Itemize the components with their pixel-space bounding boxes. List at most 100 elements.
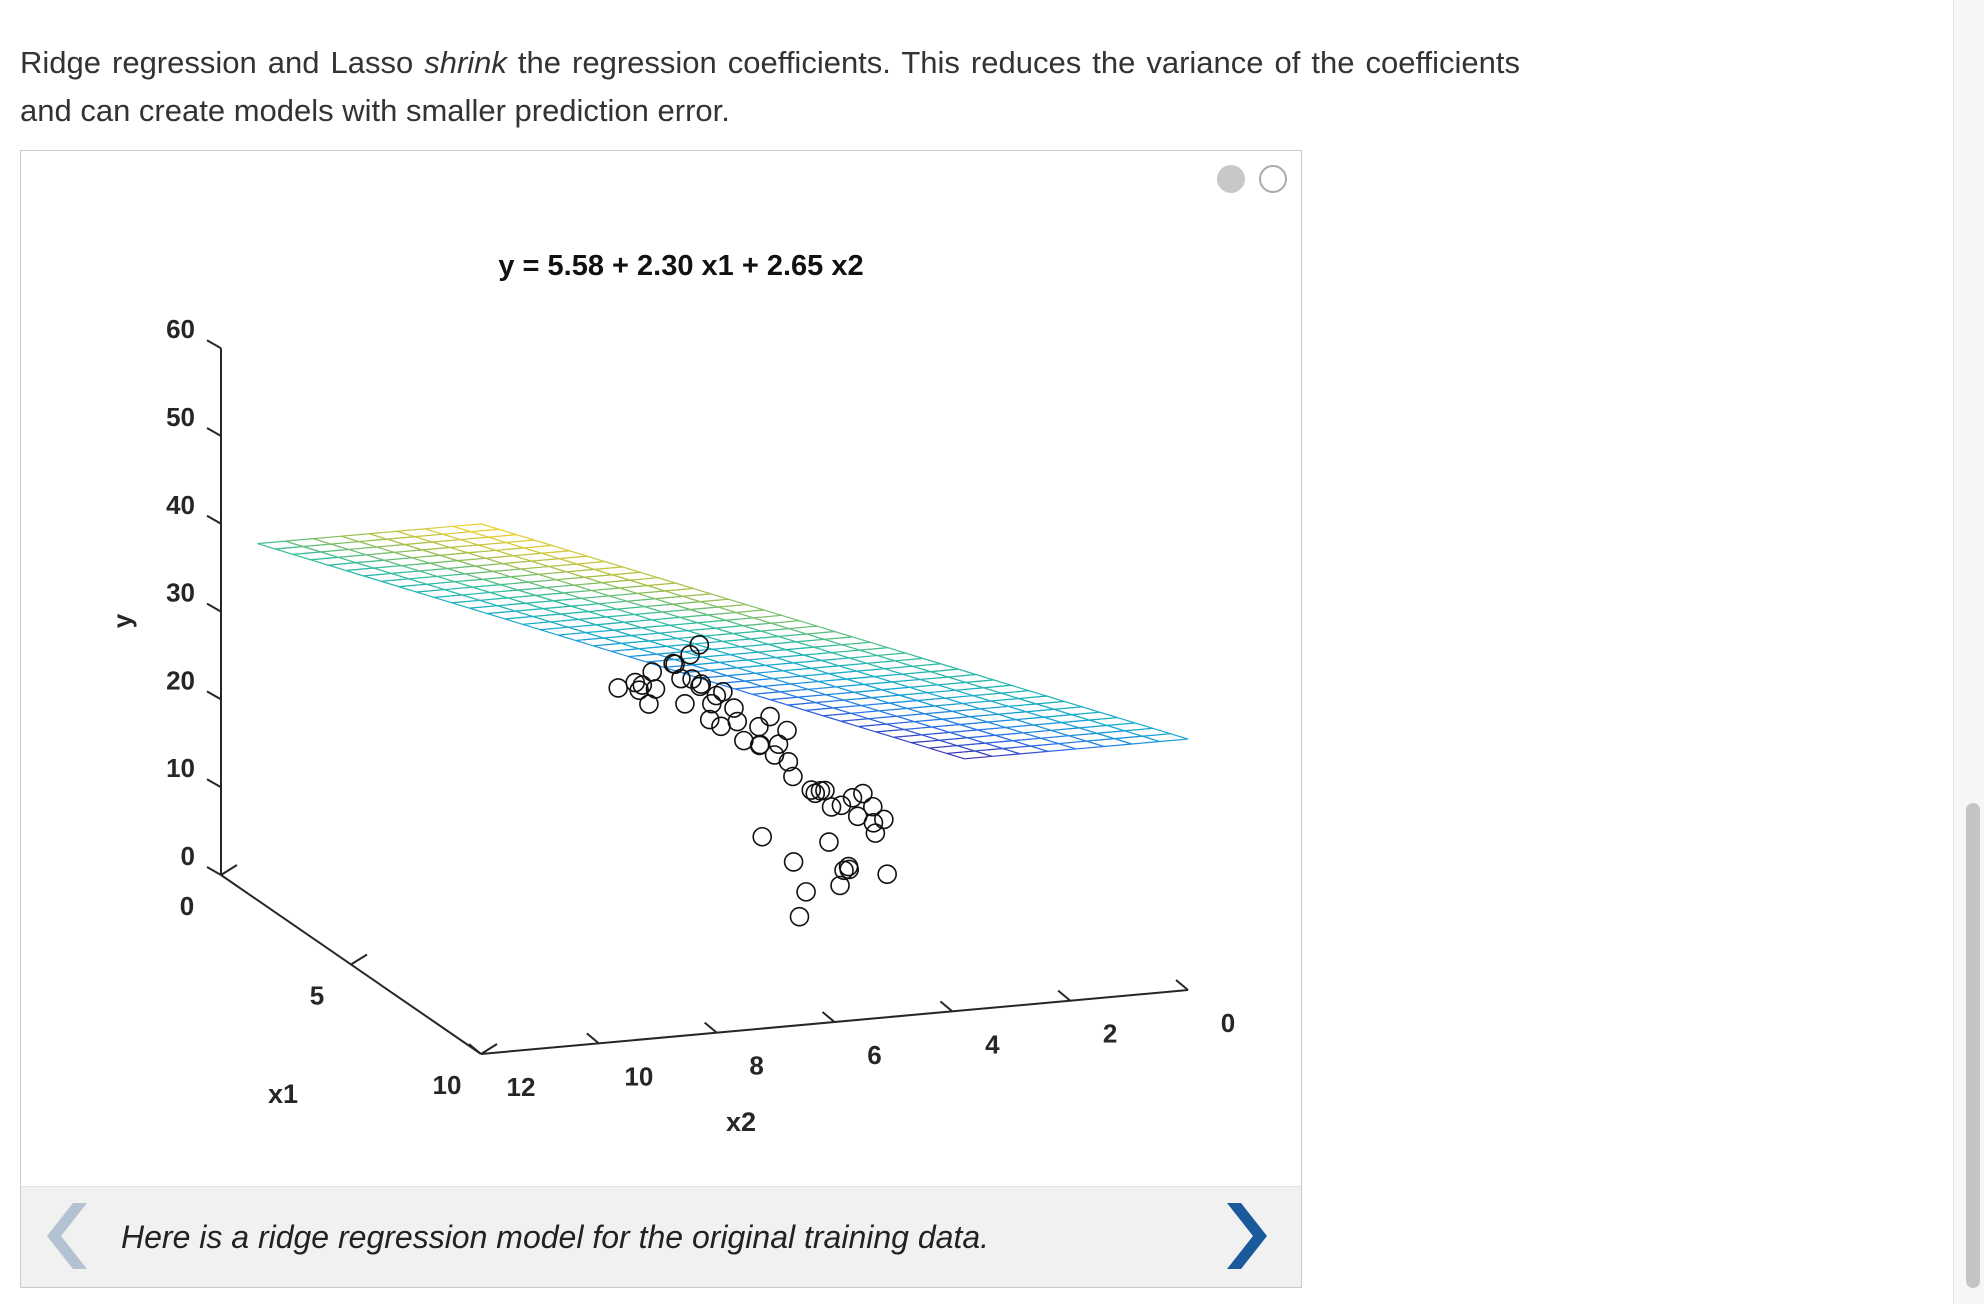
scrollbar-thumb[interactable] — [1966, 803, 1980, 1288]
page-scrollbar[interactable] — [1953, 0, 1984, 1304]
x2-tick-label: 8 — [749, 1051, 763, 1081]
intro-emphasis: shrink — [424, 45, 507, 80]
slide-dot-1[interactable] — [1217, 165, 1245, 193]
y-tick-label: 30 — [166, 578, 195, 608]
y-tick — [206, 690, 222, 701]
x1-tick-label: 10 — [433, 1070, 462, 1100]
x2-tick — [468, 1043, 482, 1055]
axes — [206, 339, 1189, 1055]
data-point — [724, 698, 744, 718]
chart-title: y = 5.58 + 2.30 x1 + 2.65 x2 — [498, 250, 863, 282]
data-point — [682, 669, 702, 689]
data-point — [778, 751, 799, 772]
y-tick — [206, 339, 222, 350]
y-tick — [206, 602, 222, 613]
x2-tick-label: 2 — [1103, 1019, 1117, 1049]
y-tick-label: 50 — [166, 402, 195, 432]
data-point — [768, 734, 789, 754]
x2-tick — [1175, 979, 1189, 991]
data-point — [699, 709, 720, 730]
data-point — [711, 716, 731, 737]
x1-tick-label: 0 — [180, 891, 194, 921]
data-point — [642, 662, 662, 682]
data-point — [834, 860, 854, 881]
surface-cell — [452, 523, 499, 533]
data-point — [639, 694, 659, 714]
figure: y = 5.58 + 2.30 x1 + 2.65 x2 0 10 20 30 40 50… — [21, 151, 1301, 1186]
y-tick-label: 40 — [166, 490, 195, 520]
data-point — [691, 674, 712, 694]
data-point — [862, 796, 883, 817]
data-point — [819, 832, 839, 852]
slideshow: y = 5.58 + 2.30 x1 + 2.65 x2 0 10 20 30 40 50… — [20, 150, 1302, 1288]
x1-axis-label: x1 — [268, 1079, 298, 1109]
previous-slide-button[interactable] — [39, 1201, 99, 1271]
x2-tick-label: 0 — [1221, 1008, 1235, 1038]
chevron-right-icon — [1227, 1203, 1267, 1269]
y-tick — [206, 866, 222, 876]
y-tick-label: 0 — [181, 841, 195, 871]
intro-text-part2: the regression coefficients. This reduce… — [20, 45, 1520, 128]
data-point — [783, 852, 804, 872]
data-point — [713, 682, 733, 702]
data-point — [863, 813, 884, 833]
data-point — [821, 797, 842, 817]
regression-surface — [257, 523, 1189, 760]
data-point — [789, 906, 810, 927]
data-point — [690, 676, 710, 697]
x1-tick — [350, 953, 368, 966]
data-point — [783, 766, 803, 787]
x2-tick — [821, 1011, 836, 1023]
x2-tick — [704, 1021, 718, 1034]
x2-tick — [1057, 989, 1071, 1002]
data-point — [663, 653, 683, 674]
y-tick — [206, 514, 222, 525]
caption-bar: Here is a ridge regression model for the… — [21, 1186, 1301, 1287]
data-point — [777, 720, 797, 741]
data-point — [842, 787, 863, 808]
data-point — [749, 735, 770, 756]
data-point — [801, 780, 822, 800]
y-tick-label: 10 — [166, 753, 195, 783]
data-points — [608, 635, 897, 927]
data-point — [701, 693, 722, 714]
x2-tick-label: 6 — [867, 1040, 881, 1070]
data-point — [671, 668, 691, 689]
regression-plot: y = 5.58 + 2.30 x1 + 2.65 x2 01020304050… — [107, 250, 1235, 1137]
y-tick-label: 20 — [166, 665, 195, 695]
chevron-left-icon — [47, 1203, 87, 1269]
y-tick — [206, 427, 222, 437]
data-point — [815, 780, 835, 801]
data-point — [865, 823, 886, 843]
x2-tick — [939, 1000, 953, 1013]
x1-tick-label: 5 — [310, 981, 324, 1011]
x1-tick — [480, 1043, 498, 1055]
x1-tick — [220, 864, 238, 876]
x2-tick-label: 10 — [624, 1061, 653, 1091]
x2-tick — [586, 1032, 600, 1045]
y-tick — [206, 778, 222, 789]
data-point — [853, 783, 873, 804]
x2-tick-label: 12 — [507, 1072, 536, 1102]
y-tick-label: 60 — [166, 314, 195, 344]
next-slide-button[interactable] — [1215, 1201, 1275, 1271]
slide-dot-2[interactable] — [1259, 165, 1287, 193]
y-axis-label: y — [107, 613, 137, 628]
x2-axis-label: x2 — [726, 1107, 756, 1137]
data-point — [877, 864, 897, 884]
data-point — [760, 706, 780, 727]
slide-caption: Here is a ridge regression model for the… — [121, 1219, 990, 1255]
intro-paragraph: Ridge regression and Lasso shrink the re… — [20, 39, 1520, 135]
data-point — [752, 826, 773, 847]
data-point — [675, 694, 695, 714]
data-point — [796, 882, 816, 902]
data-point — [830, 875, 850, 896]
intro-text-part1: Ridge regression and Lasso — [20, 45, 425, 80]
data-point — [749, 716, 769, 737]
x2-tick-label: 4 — [985, 1029, 1000, 1059]
data-point — [727, 711, 748, 732]
slide-indicator — [1217, 165, 1287, 193]
data-point — [689, 635, 710, 655]
data-point — [874, 809, 894, 830]
